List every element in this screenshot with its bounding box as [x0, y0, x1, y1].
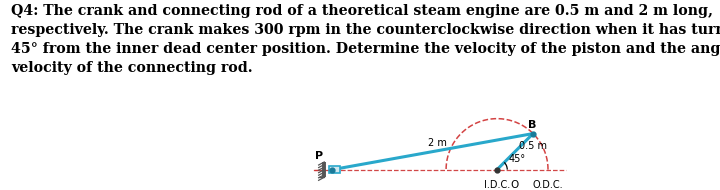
Text: 45°: 45°: [509, 154, 526, 164]
Bar: [329, 166, 340, 173]
Text: Q4: The crank and connecting rod of a theoretical steam engine are 0.5 m and 2 m: Q4: The crank and connecting rod of a th…: [11, 4, 720, 75]
Text: B: B: [528, 120, 536, 130]
Text: O.D.C.: O.D.C.: [533, 180, 563, 190]
Text: 0.5 m: 0.5 m: [519, 141, 547, 150]
Text: P: P: [315, 151, 323, 162]
Text: I.D.C.: I.D.C.: [484, 180, 510, 190]
Text: 2 m: 2 m: [428, 138, 447, 147]
Text: O: O: [510, 180, 519, 190]
